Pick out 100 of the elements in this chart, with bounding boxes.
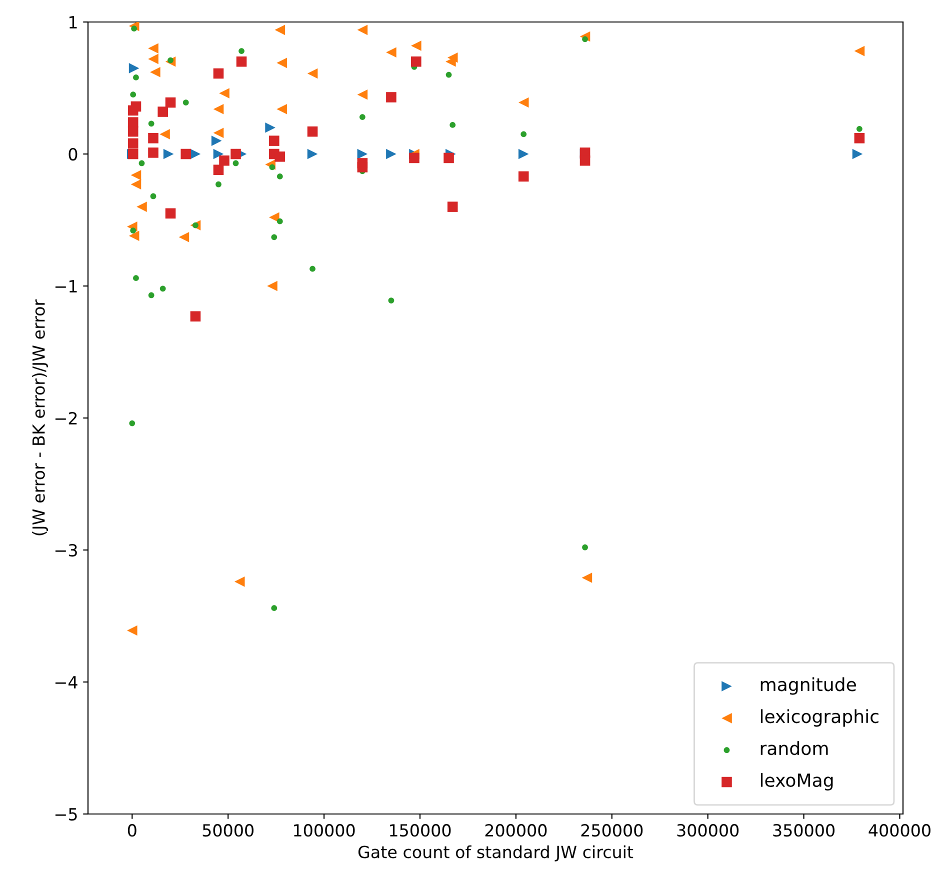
x-tick-label: 0 <box>128 824 136 837</box>
point <box>854 46 865 56</box>
point <box>232 160 239 166</box>
y-tick-label: 1 <box>70 16 77 28</box>
point <box>129 420 136 426</box>
point <box>180 148 192 160</box>
point <box>386 47 396 58</box>
point <box>276 58 287 68</box>
point <box>359 114 366 120</box>
point <box>148 133 158 144</box>
point <box>165 208 176 219</box>
point <box>582 572 592 583</box>
point <box>411 56 422 67</box>
y-tick-label: −5 <box>55 808 77 821</box>
legend-label: lexoMag <box>760 773 833 791</box>
point <box>190 311 201 322</box>
y-tick-label: −2 <box>55 412 77 424</box>
point <box>213 104 224 114</box>
point <box>276 173 283 180</box>
y-tick-label: −3 <box>55 544 77 557</box>
point <box>148 54 158 64</box>
x-tick-label: 300000 <box>677 824 739 837</box>
point <box>219 155 230 166</box>
point <box>274 151 286 162</box>
point <box>150 193 156 200</box>
point <box>128 126 138 137</box>
point <box>386 148 396 160</box>
point <box>518 148 529 160</box>
point <box>213 128 224 138</box>
x-tick-label: 150000 <box>390 824 451 837</box>
point <box>357 24 368 36</box>
point <box>444 152 454 164</box>
point <box>307 68 318 79</box>
point <box>128 117 138 128</box>
point <box>130 92 136 98</box>
point <box>128 230 140 241</box>
point <box>160 286 166 292</box>
point <box>158 106 168 117</box>
point <box>520 131 527 138</box>
point <box>271 234 278 240</box>
x-tick-label: 250000 <box>581 824 643 837</box>
x-tick-label: 350000 <box>773 824 834 837</box>
point <box>148 120 154 127</box>
point <box>357 162 368 172</box>
y-axis-title: (JW error - BK error)/JW error <box>32 299 48 536</box>
point <box>219 88 230 98</box>
point <box>307 126 318 137</box>
y-tick-label: −1 <box>55 280 77 292</box>
point <box>274 24 286 36</box>
point <box>357 148 368 160</box>
point <box>388 298 394 304</box>
point <box>307 148 318 160</box>
point <box>267 280 278 292</box>
point <box>160 129 170 140</box>
y-tick-label: 0 <box>68 148 78 161</box>
point <box>130 170 142 180</box>
legend-label: random <box>760 741 828 756</box>
point <box>126 625 138 636</box>
point <box>276 218 283 224</box>
legend-label: magnitude <box>760 677 856 695</box>
point <box>450 122 456 128</box>
point <box>265 122 276 133</box>
point <box>138 160 145 166</box>
point <box>409 152 420 164</box>
point <box>148 43 158 54</box>
point <box>271 605 278 612</box>
point <box>386 92 396 102</box>
point <box>852 148 863 160</box>
point <box>165 97 176 108</box>
y-tick-label: −4 <box>55 676 78 688</box>
point <box>133 74 139 80</box>
point <box>213 164 224 175</box>
point <box>357 89 368 100</box>
point <box>310 266 316 272</box>
point <box>580 155 590 166</box>
point <box>411 40 422 51</box>
point <box>518 97 529 108</box>
point <box>854 133 865 144</box>
point <box>148 148 158 158</box>
point <box>150 67 160 78</box>
point <box>216 181 222 188</box>
x-tick-label: 100000 <box>294 824 355 837</box>
point <box>128 63 140 74</box>
point <box>446 72 452 78</box>
point <box>238 48 244 54</box>
legend-label: lexicographic <box>760 709 878 727</box>
point <box>136 202 147 212</box>
point <box>213 148 224 160</box>
point <box>130 101 142 112</box>
point <box>130 179 142 190</box>
point <box>268 136 280 146</box>
point <box>211 136 222 146</box>
point <box>582 544 588 550</box>
point <box>130 228 136 234</box>
point <box>133 275 139 282</box>
point <box>447 202 458 212</box>
x-tick-label: 400000 <box>868 824 930 837</box>
point <box>178 232 190 242</box>
point <box>182 100 189 106</box>
point <box>236 56 247 67</box>
